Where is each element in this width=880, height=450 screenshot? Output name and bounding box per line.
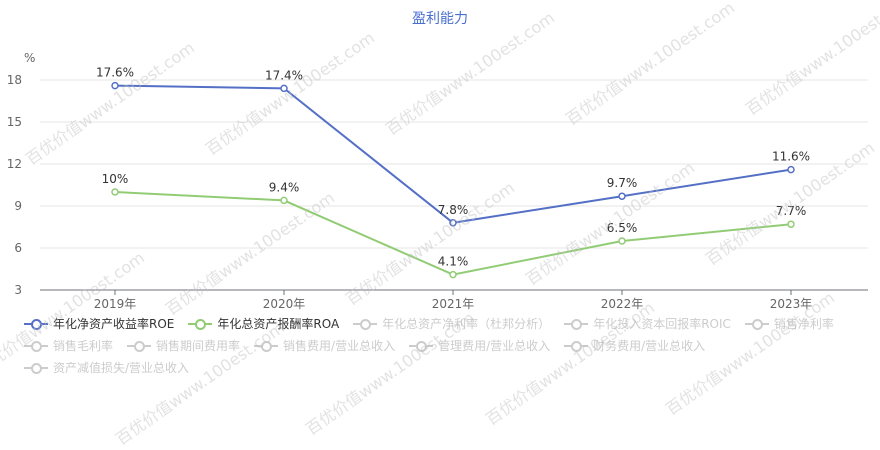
legend-label: 年化净资产收益率ROE — [53, 317, 175, 331]
legend-line-icon — [24, 340, 48, 352]
data-point — [618, 237, 626, 245]
legend-label: 管理费用/营业总收入 — [438, 339, 551, 353]
y-tick-label: 6 — [14, 241, 22, 255]
data-point — [111, 188, 119, 196]
x-tick-label: 2021年 — [432, 297, 475, 311]
legend-item[interactable]: 年化总资产净利率（杜邦分析） — [353, 314, 550, 334]
data-label: 9.7% — [607, 176, 638, 190]
legend-label: 财务费用/营业总收入 — [593, 339, 706, 353]
legend-item[interactable]: 销售费用/营业总收入 — [254, 336, 395, 356]
x-tick-label: 2022年 — [601, 297, 644, 311]
legend-label: 年化总资产报酬率ROA — [217, 317, 340, 331]
y-axis-unit-label: % — [24, 51, 35, 65]
legend-item[interactable]: 管理费用/营业总收入 — [409, 336, 550, 356]
data-point — [787, 165, 795, 174]
legend-item[interactable]: 财务费用/营业总收入 — [564, 336, 705, 356]
data-point — [449, 270, 457, 279]
data-point — [280, 84, 288, 93]
legend-item[interactable]: 销售毛利率 — [24, 336, 113, 356]
data-label: 17.6% — [96, 66, 134, 80]
legend-item[interactable]: 年化投入资本回报率ROIC — [564, 314, 731, 334]
legend-line-icon — [409, 340, 434, 352]
legend-line-icon — [188, 318, 213, 330]
data-point — [618, 192, 626, 200]
legend-line-icon — [564, 318, 589, 330]
chart-legend: 年化净资产收益率ROE 年化总资产报酬率ROA 年化总资产净利率（杜邦分析） 年化投入… — [24, 314, 874, 380]
y-tick-label: 18 — [7, 73, 22, 87]
legend-label: 年化总资产净利率（杜邦分析） — [382, 317, 551, 331]
chart-plot: % 3 6 9 12 15 18 2019年 2020年 2021年 2022年 2023年 17.6%… — [7, 51, 868, 311]
legend-label: 销售期间费用率 — [156, 339, 241, 353]
data-point — [787, 220, 795, 228]
data-label: 7.7% — [776, 204, 807, 218]
legend-line-icon — [564, 340, 589, 352]
data-label: 10% — [102, 172, 129, 186]
data-point — [111, 81, 119, 90]
data-label: 9.4% — [269, 180, 300, 194]
legend-line-icon — [24, 318, 48, 330]
y-tick-label: 9 — [14, 199, 22, 213]
legend-line-icon — [254, 340, 279, 352]
legend-item[interactable]: 资产减值损失/营业总收入 — [24, 358, 189, 378]
legend-item[interactable]: 销售期间费用率 — [127, 336, 240, 356]
chart-title: 盈利能力 — [412, 11, 468, 27]
legend-label: 销售费用/营业总收入 — [283, 339, 396, 353]
legend-line-icon — [744, 318, 769, 330]
legend-label: 销售净利率 — [773, 317, 834, 331]
y-tick-label: 15 — [7, 115, 22, 129]
data-label: 11.6% — [772, 150, 810, 164]
legend-line-icon — [24, 362, 48, 374]
x-tick-label: 2023年 — [770, 297, 813, 311]
data-label: 7.8% — [438, 203, 469, 217]
legend-line-icon — [127, 340, 152, 352]
y-tick-label: 12 — [7, 157, 22, 171]
data-point — [449, 219, 457, 227]
data-point — [280, 196, 288, 205]
data-label: 6.5% — [607, 221, 638, 235]
legend-item[interactable]: 年化净资产收益率ROE — [24, 314, 174, 334]
legend-line-icon — [353, 318, 378, 330]
legend-label: 年化投入资本回报率ROIC — [593, 317, 731, 331]
data-label: 17.4% — [265, 68, 303, 82]
legend-label: 资产减值损失/营业总收入 — [53, 361, 190, 375]
x-tick-label: 2020年 — [263, 297, 306, 311]
legend-label: 销售毛利率 — [53, 339, 114, 353]
data-label: 4.1% — [438, 255, 469, 269]
legend-item[interactable]: 销售净利率 — [744, 314, 834, 334]
legend-item[interactable]: 年化总资产报酬率ROA — [188, 314, 339, 334]
y-tick-label: 3 — [14, 283, 22, 297]
x-tick-label: 2019年 — [94, 297, 137, 311]
